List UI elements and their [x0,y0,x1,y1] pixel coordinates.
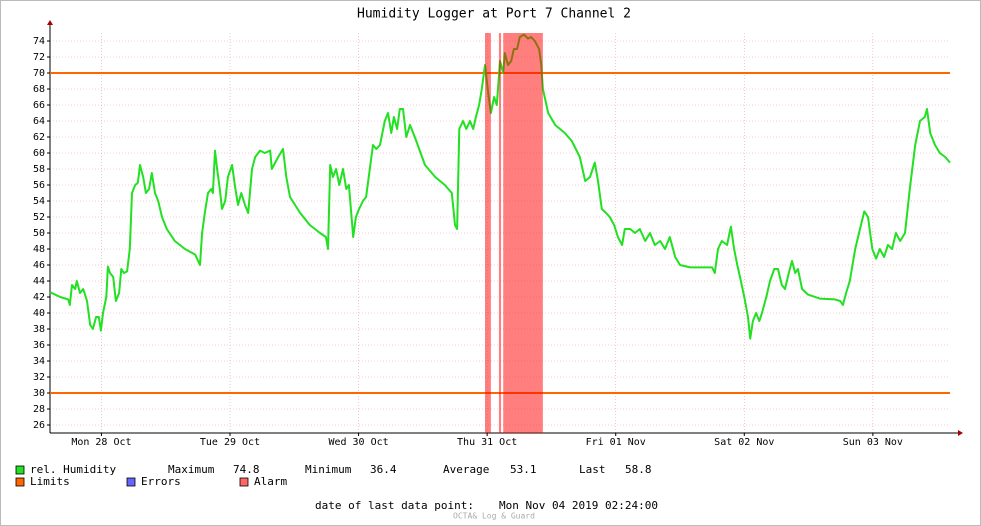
y-tick-label: 48 [33,244,45,255]
y-tick-label: 34 [33,356,45,367]
y-tick-label: 38 [33,324,45,335]
stat-label: Last [579,463,606,476]
legend-swatch [239,477,249,487]
y-tick-label: 50 [33,228,45,239]
y-tick-label: 28 [33,404,45,415]
footer-label: date of last data point: [315,499,474,512]
y-tick-label: 32 [33,372,45,383]
y-tick-label: 26 [33,420,45,431]
stat-value: 58.8 [625,463,652,476]
legend-swatch [15,477,25,487]
x-tick-label: Mon 28 Oct [71,437,131,448]
legend-swatch [126,477,136,487]
alarm-band [503,33,543,433]
data-line [49,33,951,340]
y-tick-label: 40 [33,308,45,319]
y-tick-label: 36 [33,340,45,351]
y-tick-label: 44 [33,276,45,287]
x-tick-label: Sun 03 Nov [843,437,903,448]
stat-value: 53.1 [510,463,537,476]
stat-value: 36.4 [370,463,397,476]
y-tick-label: 68 [33,84,45,95]
alarm-band [485,33,491,433]
chart-title: Humidity Logger at Port 7 Channel 2 [357,7,631,22]
alarm-band [498,33,502,433]
y-tick-label: 64 [33,116,45,127]
x-tick-label: Tue 29 Oct [200,437,260,448]
stat-label: Average [443,463,489,476]
y-tick-label: 70 [33,68,45,79]
y-tick-label: 42 [33,292,45,303]
legend-label: rel. Humidity [30,463,116,476]
y-tick-label: 62 [33,132,45,143]
legend-label: Limits [30,475,70,488]
x-axis-arrow [958,430,963,436]
x-tick-label: Fri 01 Nov [586,437,646,448]
watermark: OCTA& Log & Guard [453,512,535,521]
footer-value: Mon Nov 04 2019 02:24:00 [499,499,658,512]
y-tick-label: 58 [33,164,45,175]
stat-value: 74.8 [233,463,260,476]
y-tick-label: 74 [33,36,45,47]
x-tick-label: Wed 30 Oct [328,437,388,448]
y-tick-label: 66 [33,100,45,111]
y-tick-label: 72 [33,52,45,63]
y-tick-label: 30 [33,388,45,399]
stat-label: Maximum [168,463,215,476]
y-tick-label: 60 [33,148,45,159]
legend-label: Errors [141,475,181,488]
y-tick-label: 52 [33,212,45,223]
legend-label: Alarm [254,475,287,488]
legend-swatch [15,465,25,475]
x-tick-label: Thu 31 Oct [457,437,517,448]
y-tick-label: 54 [33,196,45,207]
stat-label: Minimum [305,463,352,476]
y-tick-label: 56 [33,180,45,191]
x-tick-label: Sat 02 Nov [714,437,774,448]
y-tick-label: 46 [33,260,45,271]
y-axis-arrow [47,20,53,25]
